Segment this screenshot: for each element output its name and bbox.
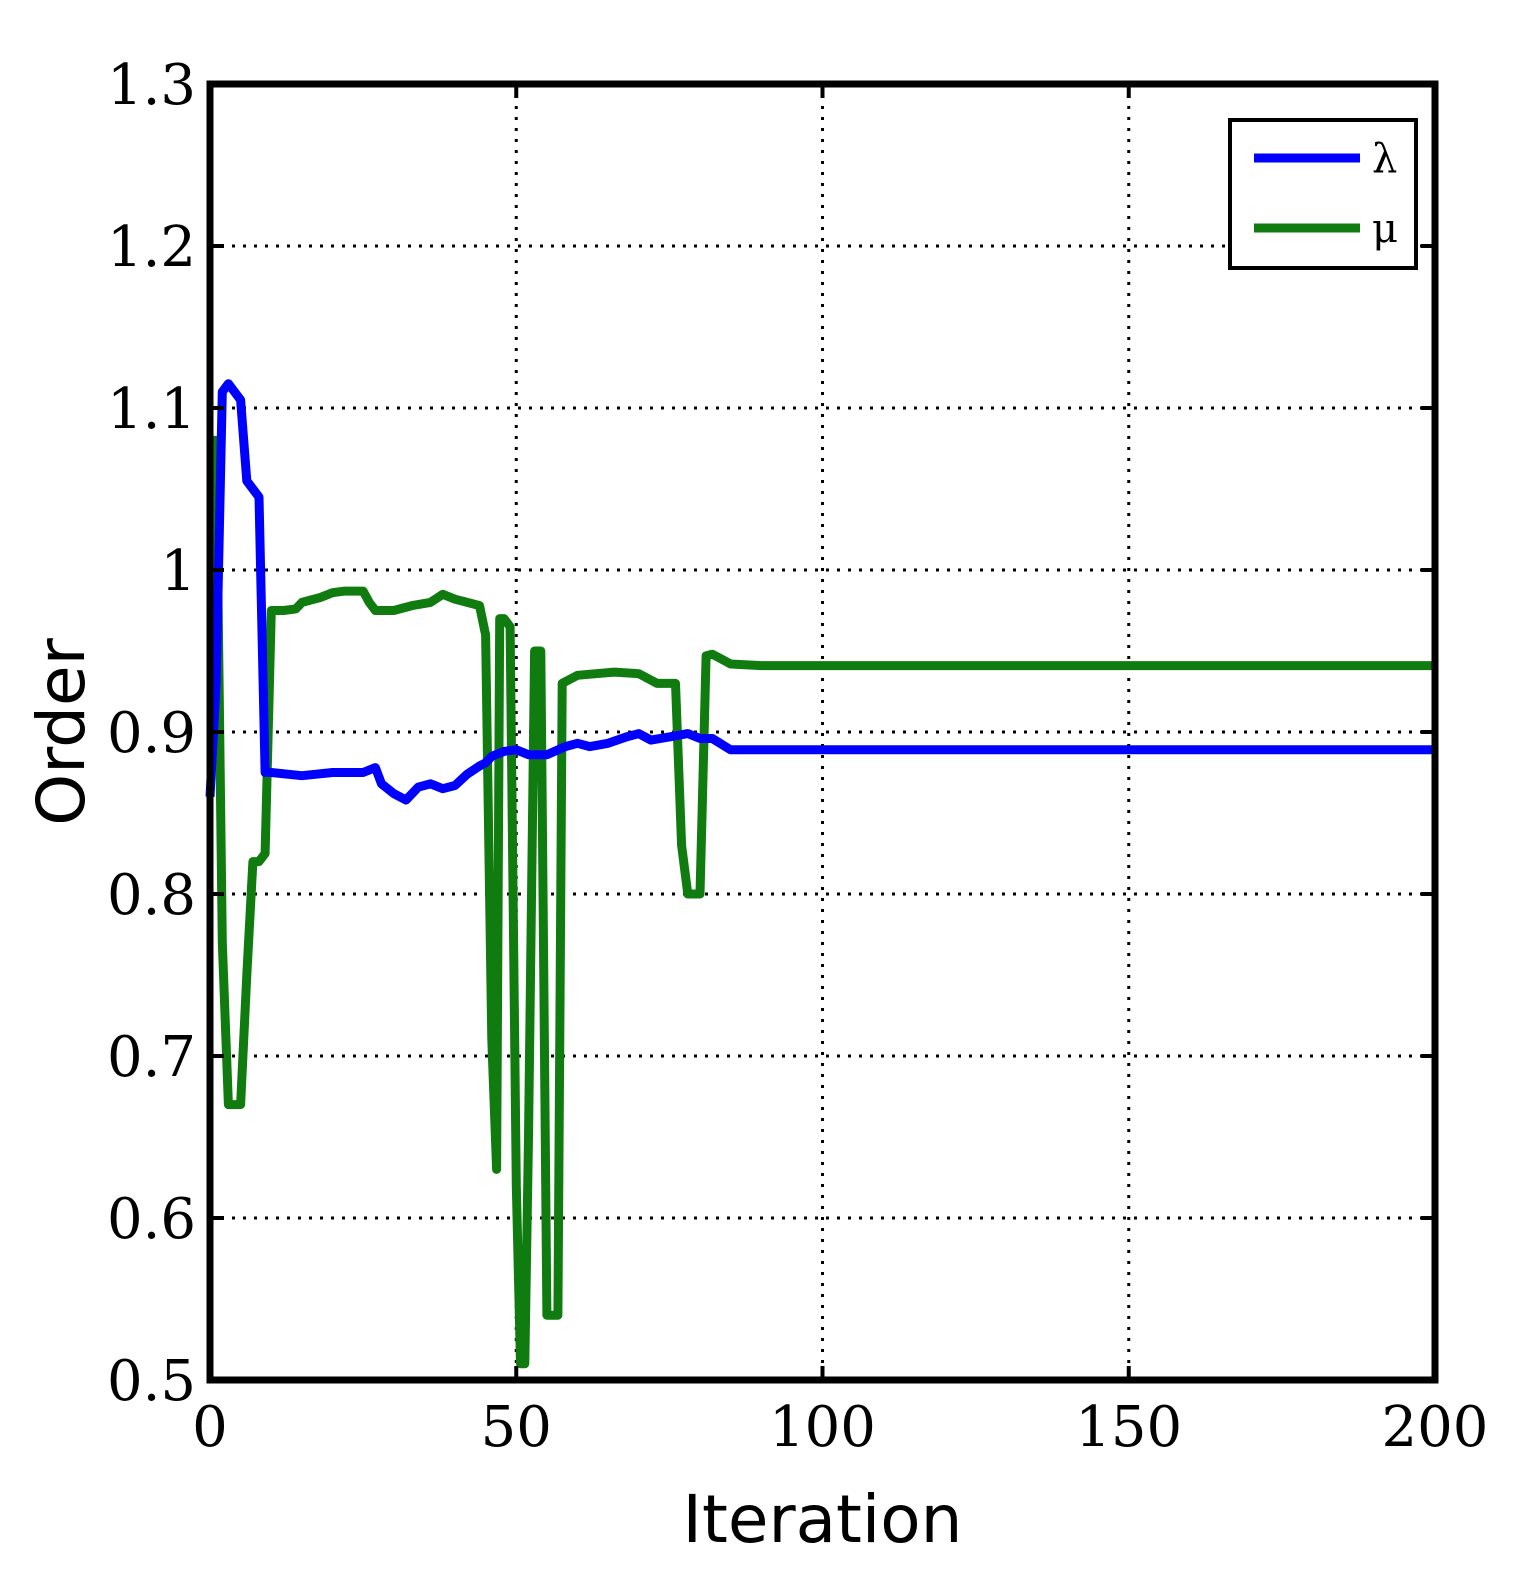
- series-line-lambda: [205, 379, 1435, 805]
- legend-label-mu: μ: [1372, 206, 1398, 252]
- y-tick-label: 0.7: [107, 1025, 196, 1090]
- legend-box: [1228, 118, 1418, 270]
- y-axis-title: Order: [23, 637, 100, 825]
- legend: λ μ: [1228, 118, 1418, 270]
- x-tick-label: 200: [1382, 1395, 1489, 1460]
- axis-ticks: [208, 82, 1437, 1382]
- grid-lines: [210, 84, 1435, 1380]
- y-tick-label: 0.9: [107, 701, 196, 766]
- y-tick-label: 0.8: [107, 863, 196, 928]
- y-tick-label: 1.3: [107, 53, 196, 118]
- x-tick-label: 0: [192, 1395, 228, 1460]
- y-tick-label: 0.5: [107, 1349, 196, 1414]
- x-tick-label: 100: [769, 1395, 876, 1460]
- x-tick-label: 150: [1075, 1395, 1182, 1460]
- series-line-mu: [210, 435, 1435, 1369]
- x-tick-labels: 0 50 100 150 200: [192, 1395, 1488, 1460]
- y-tick-labels: 0.5 0.6 0.7 0.8 0.9 1 1.1 1.2 1.3: [107, 53, 196, 1414]
- legend-label-lambda: λ: [1372, 136, 1397, 182]
- x-tick-label: 50: [481, 1395, 552, 1460]
- y-tick-label: 0.6: [107, 1187, 196, 1252]
- y-tick-label: 1.2: [107, 215, 196, 280]
- x-axis-title: Iteration: [683, 1481, 963, 1558]
- series-lines: [205, 379, 1435, 1369]
- y-tick-label: 1: [160, 539, 196, 604]
- y-tick-label: 1.1: [107, 377, 196, 442]
